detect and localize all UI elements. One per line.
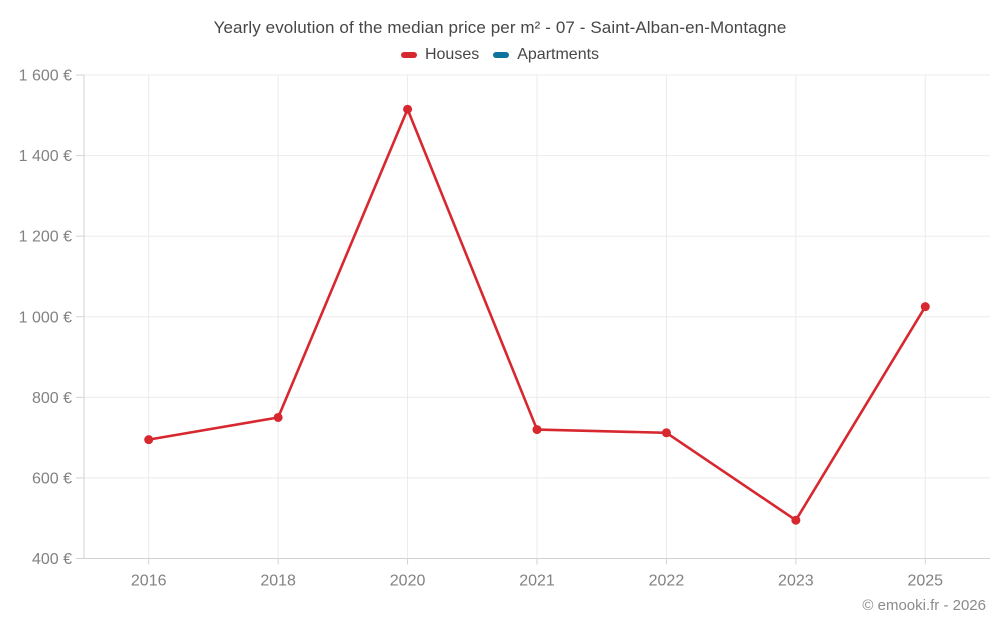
x-tick-label: 2016 xyxy=(131,573,167,590)
y-tick-label: 1 000 € xyxy=(19,309,72,326)
point-houses-2022 xyxy=(661,428,671,438)
legend-swatch-houses xyxy=(400,52,417,58)
legend-label-apartments: Apartments xyxy=(517,46,600,63)
chart-legend: Houses Apartments xyxy=(0,46,1000,64)
y-tick-label: 1 200 € xyxy=(19,229,72,246)
point-houses-2020 xyxy=(403,104,413,114)
credit-text: © emooki.fr - 2026 xyxy=(862,597,986,614)
y-tick-label: 1 600 € xyxy=(19,68,72,85)
point-houses-2016 xyxy=(144,435,154,445)
legend-label-houses: Houses xyxy=(424,46,480,63)
x-tick-label: 2022 xyxy=(649,573,685,590)
point-houses-2025 xyxy=(920,302,930,312)
y-tick-label: 400 € xyxy=(32,551,72,568)
chart-title: Yearly evolution of the median price per… xyxy=(213,18,787,37)
y-tick-label: 800 € xyxy=(32,390,72,407)
x-tick-label: 2025 xyxy=(907,573,943,590)
legend-item-houses[interactable]: Houses xyxy=(400,46,480,64)
legend-item-apartments[interactable]: Apartments xyxy=(493,46,599,64)
x-tick-label: 2023 xyxy=(778,573,814,590)
point-houses-2018 xyxy=(273,412,283,422)
point-houses-2023 xyxy=(791,515,801,525)
legend-swatch-apartments xyxy=(493,52,510,58)
y-tick-label: 600 € xyxy=(32,470,72,487)
x-tick-label: 2020 xyxy=(390,573,426,590)
x-tick-label: 2018 xyxy=(260,573,296,590)
point-houses-2021 xyxy=(532,425,542,435)
x-tick-label: 2021 xyxy=(519,573,555,590)
y-tick-label: 1 400 € xyxy=(19,148,72,165)
